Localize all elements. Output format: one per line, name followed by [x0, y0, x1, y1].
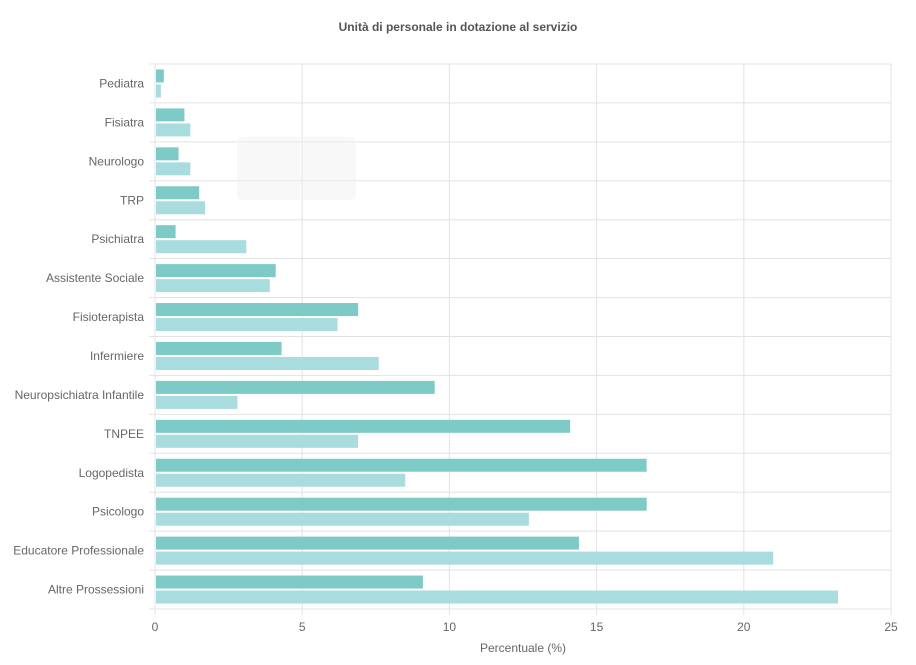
bar-1 [156, 341, 282, 355]
bar-2 [156, 240, 247, 254]
tooltip [237, 137, 356, 200]
bar-1 [156, 147, 179, 161]
bar-1 [156, 264, 276, 278]
x-tick-label: 20 [737, 620, 751, 634]
y-category-label: Assistente Sociale [46, 271, 144, 285]
y-category-label: Neuropsichiatra Infantile [15, 388, 145, 402]
y-category-label: Logopedista [79, 466, 145, 480]
bar-1 [156, 536, 579, 550]
y-category-label: TRP [120, 193, 144, 207]
y-category-label: Pediatra [99, 76, 144, 90]
x-tick-label: 15 [590, 620, 604, 634]
bar-1 [156, 186, 200, 200]
bar-1 [156, 497, 647, 511]
bar-2 [156, 551, 774, 565]
bar-2 [156, 318, 338, 332]
x-tick-label: 10 [443, 620, 457, 634]
bar-2 [156, 473, 406, 487]
bar-1 [156, 380, 435, 394]
x-axis-labels: 0 5 10 15 20 25 [152, 620, 898, 634]
chart-title: Unità di personale in dotazione al servi… [339, 20, 578, 34]
x-tick-label: 0 [152, 620, 159, 634]
bar-2 [156, 279, 270, 293]
grid [149, 63, 892, 615]
bar-2 [156, 356, 379, 370]
y-category-label: Neurologo [89, 154, 145, 168]
bar-2 [156, 512, 529, 526]
bar-2 [156, 162, 191, 176]
bar-1 [156, 458, 647, 472]
y-category-label: Infermiere [90, 349, 144, 363]
y-category-label: Fisiatra [105, 115, 145, 129]
y-category-label: Psichiatra [91, 232, 144, 246]
y-category-label: Educatore Professionale [13, 544, 144, 558]
bar-2 [156, 434, 359, 448]
x-tick-label: 5 [299, 620, 306, 634]
bar-2 [156, 395, 238, 409]
y-category-label: Fisioterapista [73, 310, 145, 324]
bar-1 [156, 419, 571, 433]
bar-1 [156, 303, 359, 317]
bar-1 [156, 69, 164, 83]
bar-2 [156, 201, 206, 215]
y-category-label: TNPEE [104, 427, 144, 441]
x-tick-label: 25 [884, 620, 898, 634]
bar-2 [156, 123, 191, 137]
x-axis-title: Percentuale (%) [480, 641, 566, 655]
bar-1 [156, 575, 423, 589]
bar-1 [156, 225, 176, 239]
y-category-label: Psicologo [92, 505, 144, 519]
bar-2 [156, 84, 161, 98]
bars [156, 69, 839, 604]
bar-2 [156, 590, 839, 604]
y-axis-labels: Pediatra Fisiatra Neurologo TRP Psichiatra As… [13, 76, 144, 596]
bar-1 [156, 108, 185, 122]
y-category-label: Altre Prossessioni [48, 583, 144, 597]
